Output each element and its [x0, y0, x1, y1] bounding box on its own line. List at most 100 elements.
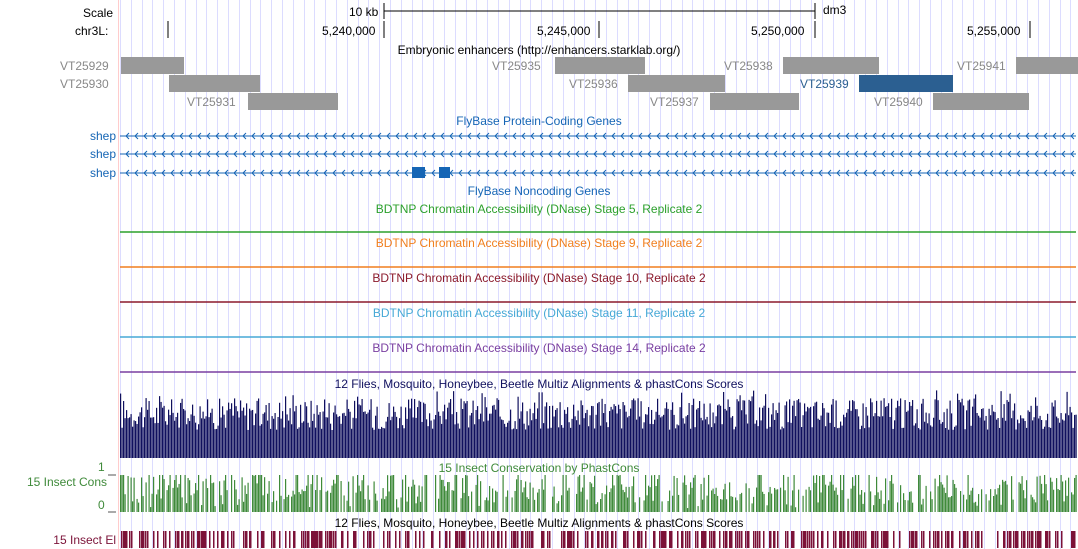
cons-bar: [330, 492, 332, 512]
multiz-bar: [490, 413, 492, 458]
enhancer-label[interactable]: VT25930: [60, 77, 109, 91]
strand-arrow: [233, 132, 238, 140]
cons-bar: [271, 502, 273, 512]
dnase-track-title[interactable]: BDTNP Chromatin Accessibility (DNase) St…: [375, 236, 703, 250]
gene-label-shep[interactable]: shep: [89, 147, 116, 161]
cons-bar: [241, 477, 243, 512]
strand-arrow: [467, 150, 472, 158]
cons-bar: [612, 475, 614, 512]
cons-bar: [262, 495, 264, 512]
element-bar: [921, 531, 923, 548]
strand-arrow: [296, 150, 301, 158]
gene-label-shep[interactable]: shep: [89, 166, 116, 180]
multiz-bar: [237, 411, 239, 458]
strand-arrow: [602, 132, 607, 140]
cons-bar: [622, 489, 624, 512]
enhancer-label[interactable]: VT25929: [60, 59, 109, 73]
strand-arrow: [368, 169, 373, 177]
strand-arrow: [692, 169, 697, 177]
multiz-bar: [582, 405, 584, 458]
cons-bar: [618, 475, 620, 512]
element-bar: [709, 531, 711, 548]
multiz-bar: [168, 409, 170, 458]
multiz-bar: [1038, 418, 1040, 458]
cons-bar: [529, 482, 531, 512]
enhancer-label[interactable]: VT25936: [569, 77, 618, 91]
multiz-bar: [675, 428, 677, 458]
cons-bar: [130, 477, 132, 512]
multiz-track-title[interactable]: 12 Flies, Mosquito, Honeybee, Beetle Mul…: [334, 377, 744, 391]
multiz-bar: [486, 407, 488, 458]
strand-arrow: [197, 169, 202, 177]
cons-bar: [300, 494, 302, 512]
multiz-bar: [682, 418, 684, 458]
multiz-bar: [372, 427, 374, 458]
gene-label-shep[interactable]: shep: [89, 129, 116, 143]
enhancer-label[interactable]: VT25940: [874, 95, 923, 109]
multiz-bar: [594, 428, 596, 458]
strand-arrow: [647, 150, 652, 158]
multiz-bar: [993, 411, 995, 458]
strand-arrow: [944, 132, 949, 140]
cons-bar: [850, 488, 852, 512]
strand-arrow: [404, 132, 409, 140]
dnase-track-title[interactable]: BDTNP Chromatin Accessibility (DNase) St…: [372, 341, 706, 355]
strand-arrow: [530, 132, 535, 140]
element-bar: [801, 531, 803, 548]
gene-track-title[interactable]: FlyBase Protein-Coding Genes: [456, 114, 622, 128]
multiz-bar: [624, 405, 626, 458]
element-bar: [669, 531, 672, 548]
cons-track-title[interactable]: 15 Insect Conservation by PhastCons: [438, 461, 640, 475]
element-bar: [887, 531, 889, 548]
cons-bar: [1053, 489, 1055, 512]
cons-bar: [1050, 477, 1052, 512]
element-bar: [233, 531, 235, 548]
enhancer-track-title[interactable]: Embryonic enhancers (http://enhancers.st…: [397, 43, 681, 57]
multiz-bar: [126, 410, 128, 458]
elements-track-title[interactable]: 12 Flies, Mosquito, Honeybee, Beetle Mul…: [334, 516, 744, 530]
cons-track-label[interactable]: 15 Insect Cons: [26, 475, 107, 489]
enhancer-label[interactable]: VT25931: [187, 95, 236, 109]
cons-bar: [453, 490, 455, 512]
enhancer-label[interactable]: VT25937: [650, 95, 699, 109]
multiz-bar: [513, 428, 515, 458]
cons-bar: [897, 502, 899, 512]
enhancer-label[interactable]: VT25935: [492, 59, 541, 73]
strand-arrow: [755, 132, 760, 140]
multiz-bar: [942, 422, 944, 458]
strand-arrow: [134, 132, 139, 140]
cons-bar: [138, 502, 140, 512]
multiz-bar: [720, 405, 722, 458]
multiz-bar: [271, 416, 273, 458]
elements-track-label[interactable]: 15 Insect El: [53, 533, 116, 547]
strand-arrow: [323, 169, 328, 177]
enhancer-label[interactable]: VT25938: [724, 59, 773, 73]
multiz-bar: [607, 427, 609, 458]
multiz-bar: [1011, 418, 1013, 458]
dnase-track-title[interactable]: BDTNP Chromatin Accessibility (DNase) St…: [375, 202, 703, 216]
noncoding-track-title[interactable]: FlyBase Noncoding Genes: [467, 184, 611, 198]
dnase-track-title[interactable]: BDTNP Chromatin Accessibility (DNase) St…: [372, 271, 706, 285]
multiz-bar: [1005, 420, 1007, 458]
multiz-bar: [310, 400, 312, 458]
enhancer-label[interactable]: VT25939: [800, 77, 849, 91]
strand-arrow: [719, 150, 724, 158]
multiz-bar: [393, 406, 395, 458]
strand-arrow: [1034, 132, 1039, 140]
strand-arrow: [809, 169, 814, 177]
strand-arrow: [539, 169, 544, 177]
multiz-bar: [127, 418, 129, 458]
strand-arrow: [179, 132, 184, 140]
multiz-bar: [285, 396, 287, 458]
dnase-track-title[interactable]: BDTNP Chromatin Accessibility (DNase) St…: [372, 306, 706, 320]
multiz-bar: [274, 413, 276, 458]
strand-arrow: [800, 150, 805, 158]
enhancer-label[interactable]: VT25941: [957, 59, 1006, 73]
multiz-bar: [121, 427, 123, 458]
cons-bar: [310, 484, 312, 512]
cons-bar: [132, 501, 134, 512]
strand-arrow: [332, 169, 337, 177]
element-bar: [367, 531, 369, 548]
multiz-bar: [871, 402, 873, 458]
cons-bar: [565, 475, 567, 512]
